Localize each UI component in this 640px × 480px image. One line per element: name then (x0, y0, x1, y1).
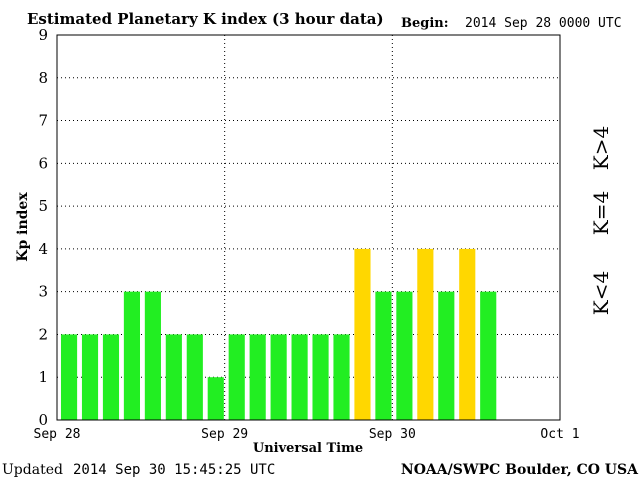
y-tick-label: 5 (38, 197, 48, 215)
y-tick-label: 2 (38, 325, 48, 343)
chart-title: Estimated Planetary K index (3 hour data… (27, 10, 384, 28)
kp-bar (186, 334, 203, 420)
kp-bar (81, 334, 99, 420)
kp-bar (102, 334, 120, 420)
y-tick-label: 0 (38, 411, 48, 429)
y-tick-label: 9 (38, 26, 48, 44)
x-tick-label: Sep 30 (369, 427, 416, 442)
legend-equal: K=4 (589, 191, 613, 235)
kp-bar (60, 334, 78, 420)
kp-bar (312, 334, 329, 420)
x-tick-label: Sep 29 (201, 427, 248, 442)
x-tick-labels: Sep 28 Sep 29 Sep 30 Oct 1 (34, 427, 580, 442)
plot-frame (56, 34, 561, 421)
kp-bar (333, 334, 350, 420)
y-tick-labels: 0 1 2 3 4 5 6 7 8 9 (38, 26, 48, 429)
kp-bar (291, 334, 308, 420)
begin-label: Begin: (401, 16, 449, 31)
source-credit: NOAA/SWPC Boulder, CO USA (401, 462, 639, 478)
legend-low: K<4 (589, 271, 613, 315)
y-tick-label: 1 (38, 368, 48, 386)
y-tick-label: 3 (38, 283, 48, 301)
updated-label: Updated (2, 462, 63, 478)
y-tick-label: 8 (38, 69, 48, 87)
x-tick-label: Sep 28 (34, 427, 81, 442)
kp-bar (270, 334, 287, 420)
kp-bar (165, 334, 182, 420)
kp-bar (375, 291, 392, 420)
kp-bar (228, 334, 245, 420)
kp-bar (354, 248, 371, 420)
kp-bar (396, 291, 413, 420)
kp-bar (459, 248, 476, 420)
x-axis-label: Universal Time (253, 441, 363, 456)
kp-bar (144, 291, 161, 420)
begin-value: 2014 Sep 28 0000 UTC (465, 16, 622, 31)
kp-bar (207, 377, 224, 420)
kp-bar (417, 248, 434, 420)
legend: K<4 K=4 K>4 (589, 126, 613, 315)
kp-bar (480, 291, 497, 420)
kp-bar (123, 291, 140, 420)
updated-value: 2014 Sep 30 15:45:25 UTC (73, 462, 275, 478)
y-axis-label: Kp index (15, 192, 31, 262)
y-tick-label: 4 (38, 240, 48, 258)
y-tick-label: 7 (38, 112, 48, 130)
kp-bar (249, 334, 266, 420)
legend-high: K>4 (589, 126, 613, 170)
y-tick-label: 6 (38, 154, 48, 172)
grid-lines (57, 35, 560, 420)
kp-bar (438, 291, 455, 420)
x-tick-label: Oct 1 (540, 427, 579, 442)
bars (60, 248, 497, 420)
